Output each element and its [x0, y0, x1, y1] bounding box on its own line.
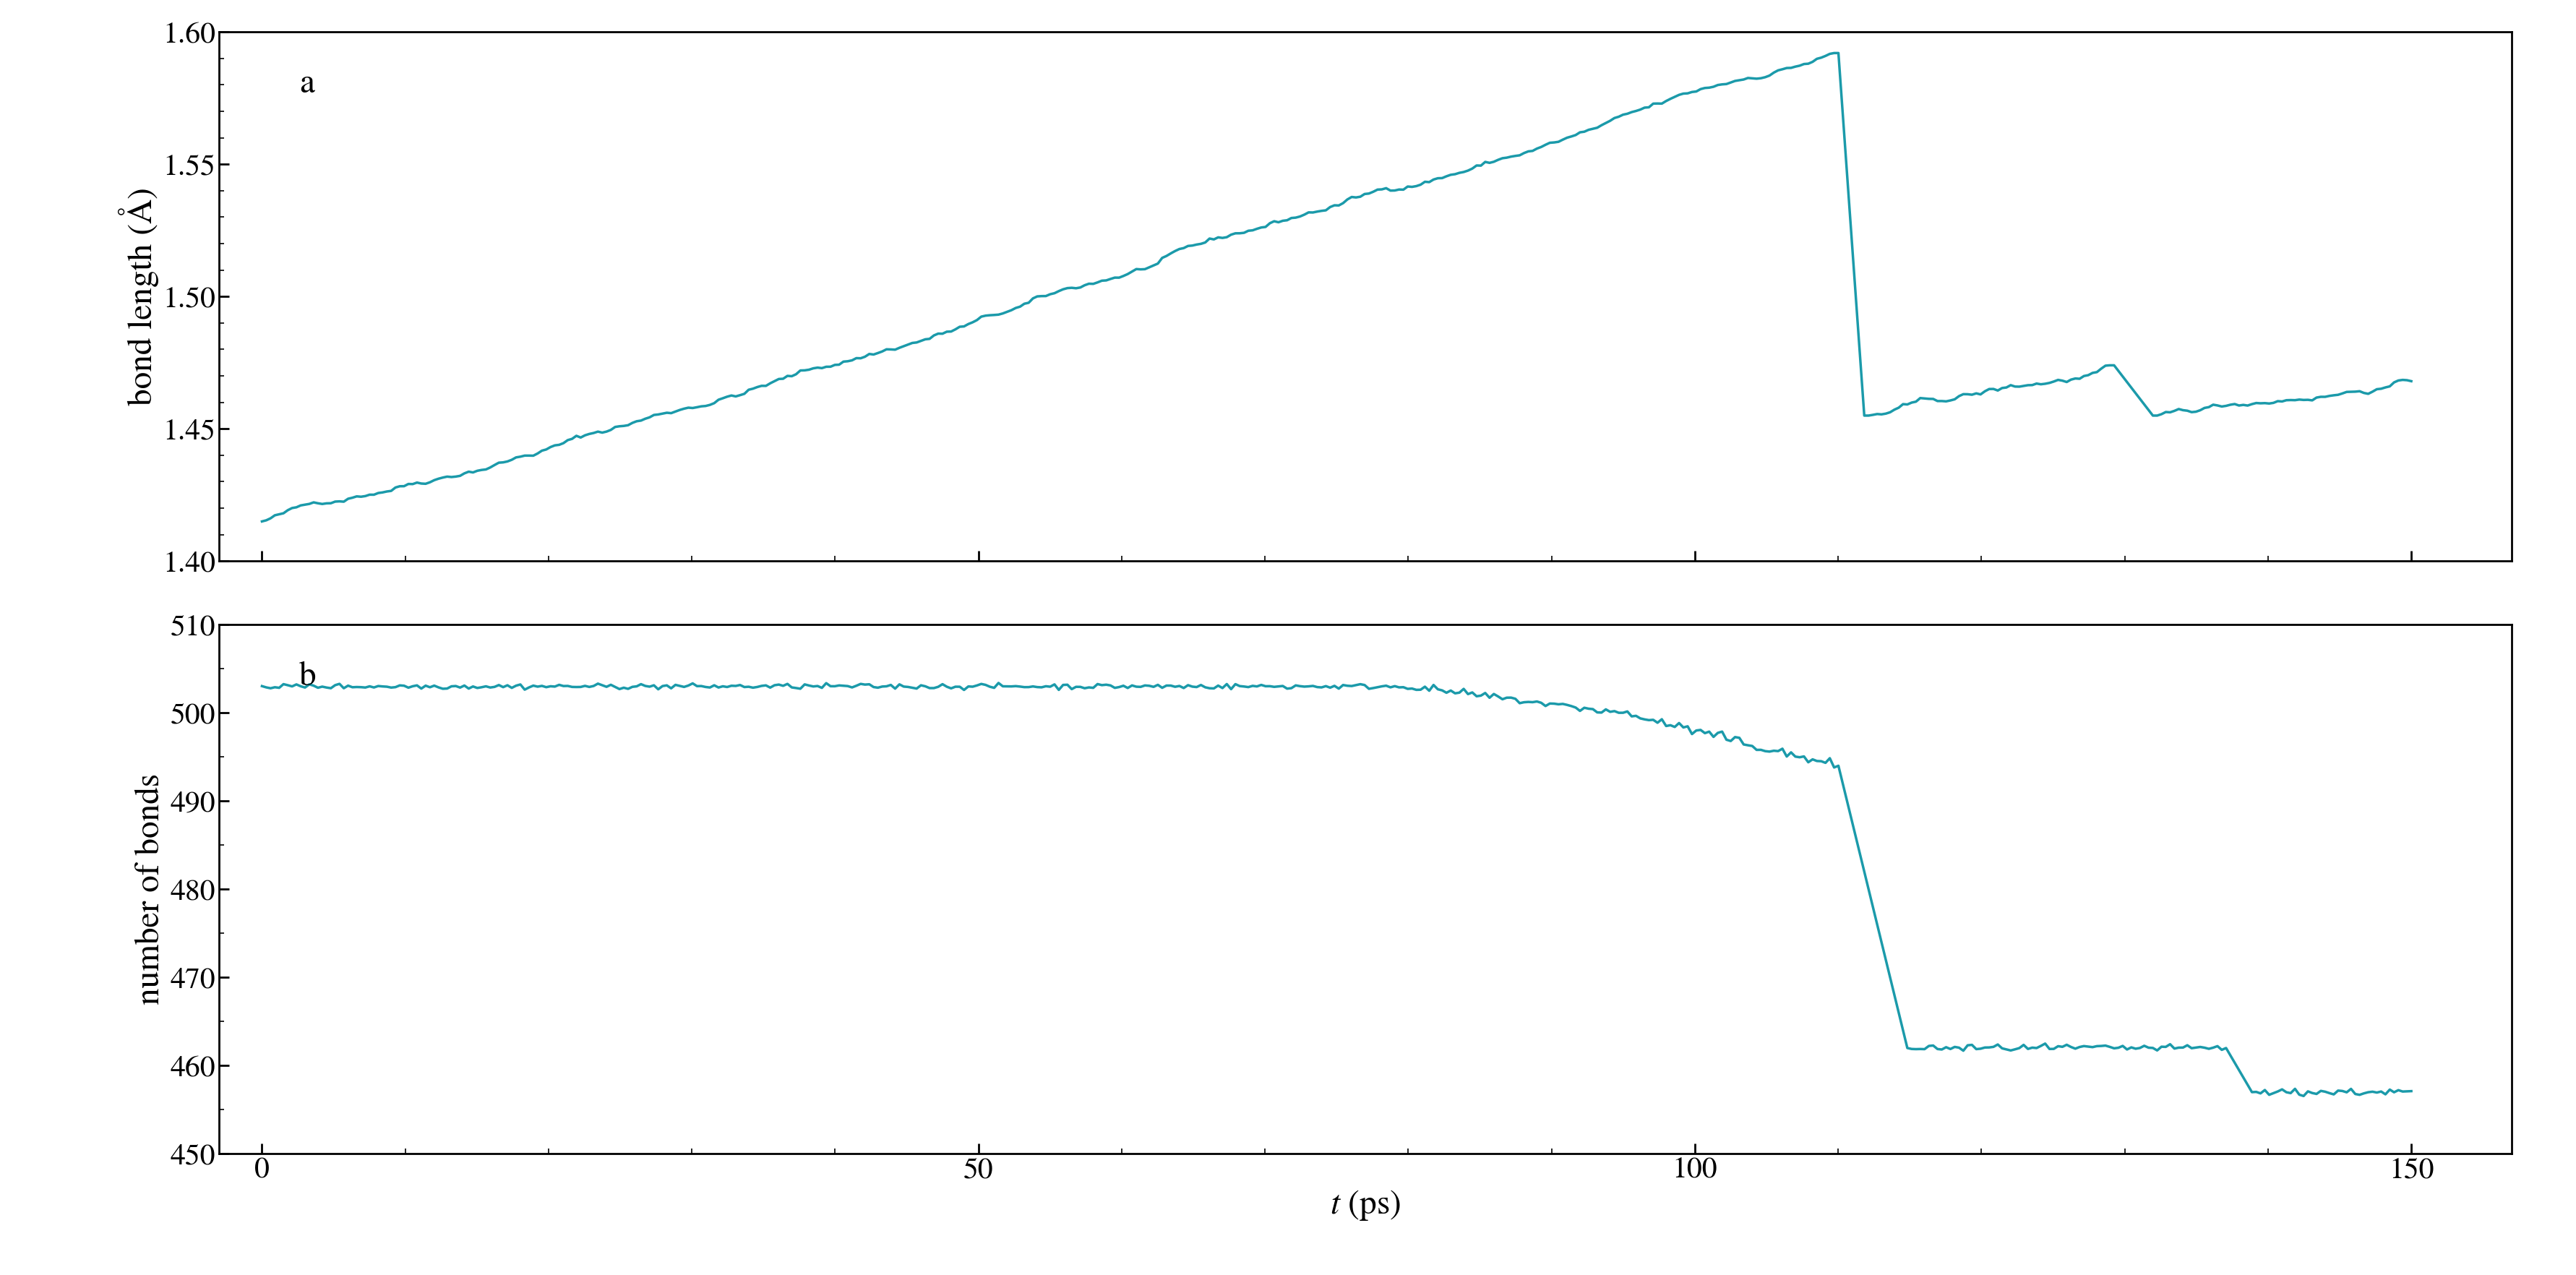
- Y-axis label: bond length (Å): bond length (Å): [118, 187, 160, 405]
- X-axis label: $t$ (ps): $t$ (ps): [1329, 1188, 1401, 1223]
- Text: b: b: [299, 662, 317, 692]
- Text: a: a: [299, 69, 314, 99]
- Y-axis label: number of bonds: number of bonds: [137, 774, 167, 1005]
